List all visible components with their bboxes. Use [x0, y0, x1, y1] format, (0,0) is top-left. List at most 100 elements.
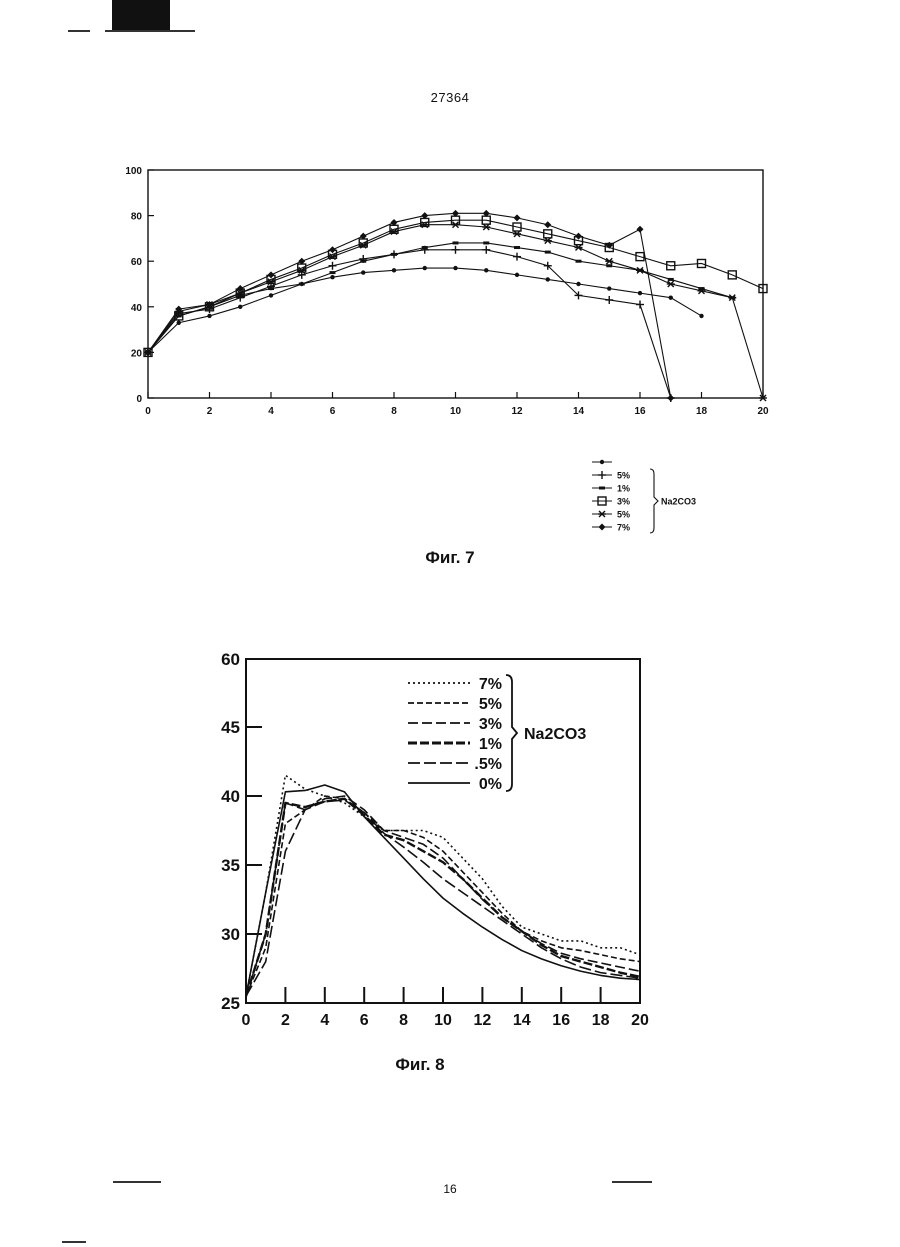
series-0-point	[607, 286, 611, 290]
series-4-point	[636, 267, 644, 273]
series-4-point	[667, 281, 675, 287]
legend-brace	[650, 469, 658, 533]
x-tick-label: 8	[399, 1012, 408, 1029]
series-0-point	[177, 321, 181, 325]
series-line-1	[148, 250, 671, 398]
legend-group-label: Na2CO3	[661, 497, 696, 507]
series-2-point	[483, 241, 489, 244]
legend-label: 3%	[617, 497, 630, 507]
legend-label: 7%	[617, 523, 630, 533]
y-tick-label: 25	[221, 994, 240, 1013]
figure-8-caption: Фиг. 8	[0, 1055, 870, 1075]
y-tick-label: 45	[221, 718, 240, 737]
y-tick-label: 40	[131, 303, 143, 314]
y-tick-label: 35	[221, 856, 240, 875]
series-0-point	[269, 293, 273, 297]
legend-label: 5%	[617, 510, 630, 520]
series-0-point	[392, 268, 396, 272]
series-line-2	[246, 796, 640, 996]
x-tick-label: 14	[573, 406, 585, 417]
series-4-point	[452, 222, 460, 228]
figure-7-chart: 024681012141618200204060801005%1%3%5%7%N…	[125, 166, 769, 533]
series-0-point	[638, 291, 642, 295]
series-5-point	[268, 271, 275, 278]
legend-marker	[598, 511, 606, 517]
legend-label: 1%	[617, 484, 630, 494]
y-tick-label: 30	[221, 925, 240, 944]
series-2-point	[606, 264, 612, 267]
series-4-point	[575, 245, 583, 251]
series-2-point	[514, 246, 520, 249]
series-4-point	[482, 224, 490, 230]
y-tick-label: 0	[136, 394, 142, 405]
series-line-1	[246, 796, 640, 996]
x-tick-label: 0	[145, 406, 151, 417]
x-tick-label: 20	[631, 1012, 649, 1029]
x-tick-label: 12	[474, 1012, 492, 1029]
series-4-point	[605, 258, 613, 264]
y-tick-label: 20	[131, 348, 143, 359]
series-4-point	[728, 295, 736, 301]
series-0-point	[669, 295, 673, 299]
x-tick-label: 16	[634, 406, 646, 417]
series-2-point	[360, 260, 366, 263]
series-0-point	[484, 268, 488, 272]
x-tick-label: 8	[391, 406, 397, 417]
series-0-point	[207, 314, 211, 318]
legend-marker	[599, 487, 605, 490]
series-2-point	[576, 260, 582, 263]
x-tick-label: 20	[757, 406, 769, 417]
series-2-point	[330, 271, 336, 274]
page-number-bottom: 16	[0, 1182, 900, 1196]
y-tick-label: 80	[131, 212, 143, 223]
series-2-point	[453, 241, 459, 244]
series-5-point	[667, 395, 674, 402]
legend-marker	[599, 524, 606, 531]
series-2-point	[545, 251, 551, 254]
x-tick-label: 18	[592, 1012, 610, 1029]
series-1-point	[636, 301, 644, 309]
series-2-point	[268, 287, 274, 290]
series-0-point	[515, 273, 519, 277]
series-5-point	[514, 214, 521, 221]
series-5-point	[637, 226, 644, 233]
series-1-point	[329, 262, 337, 270]
series-0-point	[453, 266, 457, 270]
series-5-point	[544, 221, 551, 228]
x-tick-label: 0	[242, 1012, 251, 1029]
legend-label: .5%	[474, 756, 502, 773]
series-4-point	[513, 231, 521, 237]
legend-label: 7%	[479, 676, 502, 693]
legend-marker	[600, 460, 604, 464]
x-tick-label: 12	[511, 406, 523, 417]
series-1-point	[605, 296, 613, 304]
series-2-point	[391, 253, 397, 256]
y-tick-label: 60	[221, 650, 240, 669]
legend-label: 0%	[479, 776, 502, 793]
series-0-point	[330, 275, 334, 279]
legend-group-label: Na2CO3	[524, 726, 586, 743]
legend-label: 5%	[479, 696, 502, 713]
x-tick-label: 6	[330, 406, 336, 417]
x-tick-label: 2	[207, 406, 213, 417]
x-tick-label: 10	[434, 1012, 452, 1029]
legend-label: 3%	[479, 716, 502, 733]
series-0-point	[238, 305, 242, 309]
x-tick-label: 16	[552, 1012, 570, 1029]
series-line-5	[246, 785, 640, 996]
series-line-0	[148, 268, 702, 352]
legend-label: 1%	[479, 736, 502, 753]
series-0-point	[361, 270, 365, 274]
series-1-point	[513, 253, 521, 261]
x-tick-label: 14	[513, 1012, 531, 1029]
figure-8-chart: 024681012141618202530354045607%5%3%1%.5%…	[221, 650, 649, 1029]
x-tick-label: 18	[696, 406, 708, 417]
figure-7-caption: Фиг. 7	[0, 548, 900, 568]
series-2-point	[422, 246, 428, 249]
series-0-point	[423, 266, 427, 270]
x-tick-label: 4	[320, 1012, 329, 1029]
legend-label: 5%	[617, 471, 630, 481]
x-tick-label: 2	[281, 1012, 290, 1029]
series-4-point	[544, 238, 552, 244]
legend-brace	[506, 675, 517, 791]
